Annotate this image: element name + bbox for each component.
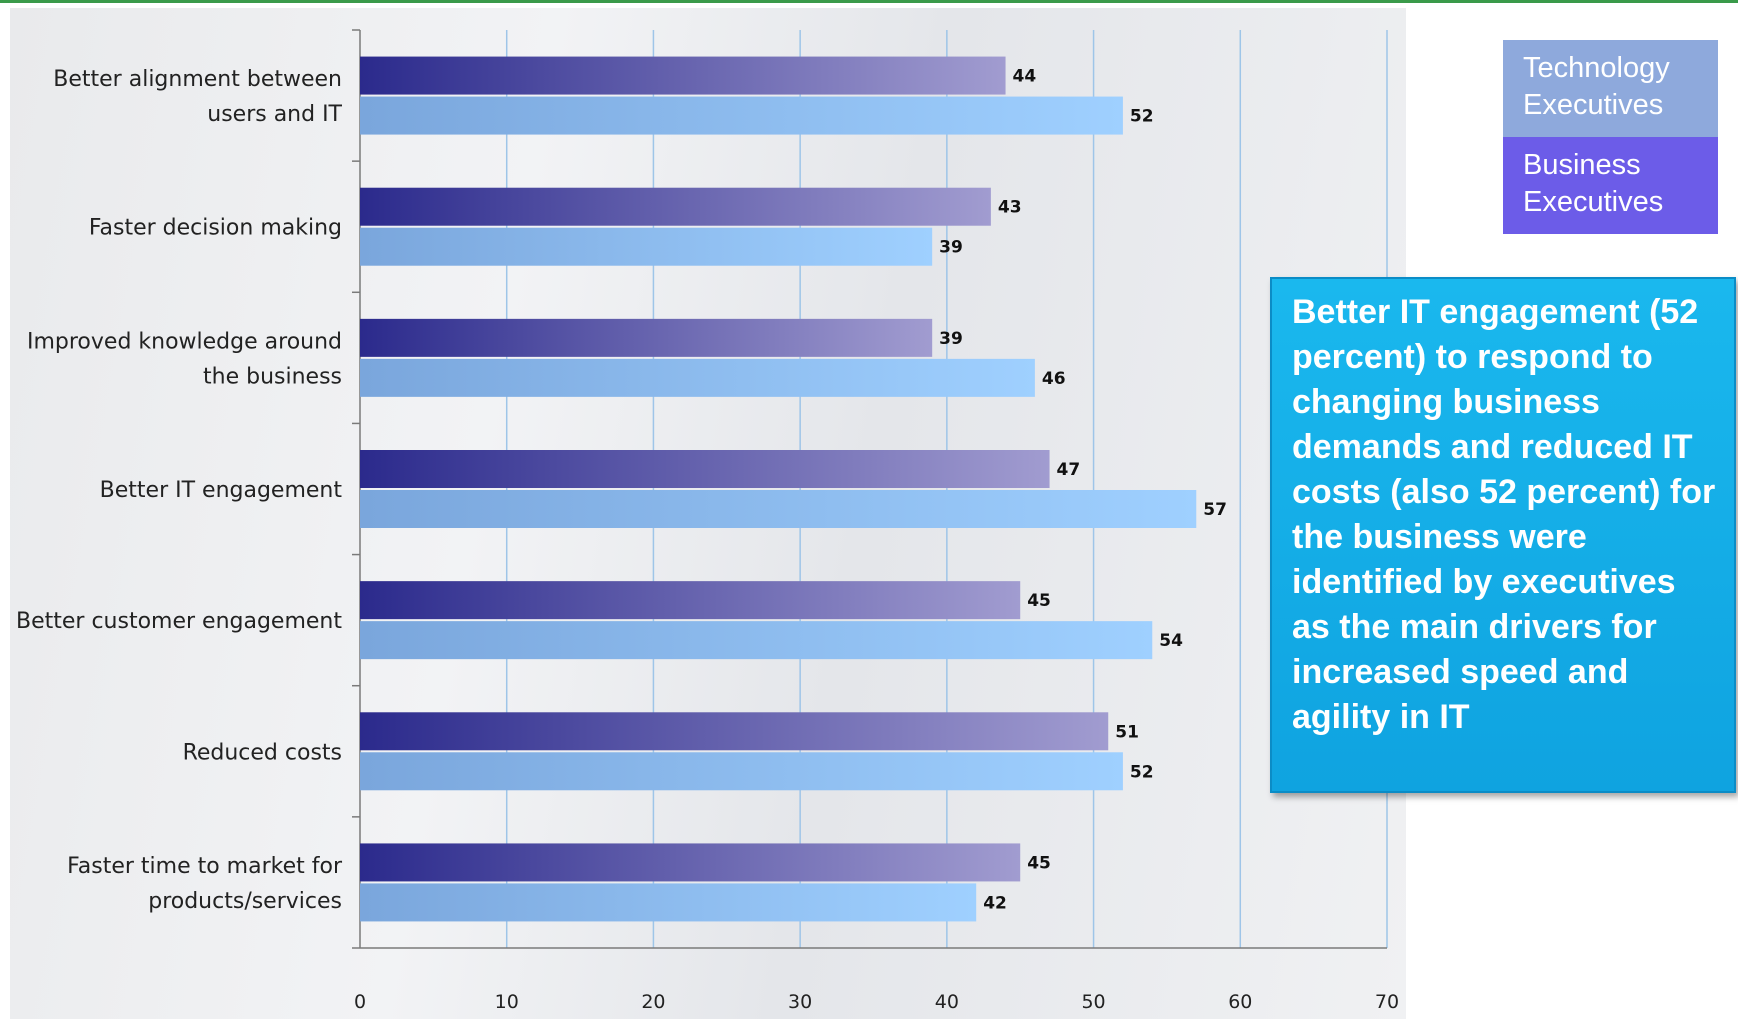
bar-business-executives xyxy=(360,581,1021,620)
bar-chart: 0 10 20 30 40 50 60 70 44 52 Better alignment betw… xyxy=(16,29,1399,1013)
bar-business-executives xyxy=(360,187,991,226)
category-label: products/services xyxy=(148,889,342,914)
x-tick-label: 50 xyxy=(1081,991,1105,1013)
data-label-technology: 42 xyxy=(983,893,1007,913)
category-label: Better alignment between xyxy=(53,67,342,92)
category-label: the business xyxy=(203,364,342,389)
category-label: Faster decision making xyxy=(89,216,342,241)
data-label-technology: 54 xyxy=(1159,631,1183,651)
x-tick-label: 30 xyxy=(788,991,812,1013)
callout-text: Better IT engagement (52 percent) to res… xyxy=(1292,293,1716,736)
legend: Technology Executives Business Executive… xyxy=(1503,40,1718,234)
category-label: Improved knowledge around xyxy=(27,329,342,354)
x-tick-label: 0 xyxy=(354,991,366,1013)
bar-business-executives xyxy=(360,318,933,357)
data-label-business: 43 xyxy=(998,198,1022,218)
data-label-business: 45 xyxy=(1027,591,1051,611)
bar-technology-executives xyxy=(360,752,1123,791)
x-tick-label: 60 xyxy=(1228,991,1252,1013)
x-tick-label: 40 xyxy=(935,991,959,1013)
data-label-technology: 52 xyxy=(1130,107,1154,127)
legend-item-technology: Technology Executives xyxy=(1503,40,1718,137)
callout-box: Better IT engagement (52 percent) to res… xyxy=(1270,277,1736,793)
data-label-business: 45 xyxy=(1027,853,1051,873)
bar-technology-executives xyxy=(360,227,933,266)
data-label-technology: 57 xyxy=(1203,500,1227,520)
top-accent-line xyxy=(0,0,1738,3)
bar-technology-executives xyxy=(360,883,977,922)
data-label-technology: 52 xyxy=(1130,762,1154,782)
data-label-business: 44 xyxy=(1013,67,1037,87)
bar-technology-executives xyxy=(360,358,1035,397)
bar-business-executives xyxy=(360,56,1006,95)
category-label: Faster time to market for xyxy=(67,854,343,879)
bar-business-executives xyxy=(360,450,1050,488)
data-label-business: 39 xyxy=(939,329,963,349)
data-label-business: 51 xyxy=(1115,722,1139,742)
bar-business-executives xyxy=(360,843,1021,882)
x-tick-label: 20 xyxy=(641,991,665,1013)
legend-item-business: Business Executives xyxy=(1503,137,1718,234)
category-label: Better IT engagement xyxy=(100,478,343,503)
x-tick-label: 10 xyxy=(495,991,519,1013)
data-label-technology: 39 xyxy=(939,238,963,258)
bar-technology-executives xyxy=(360,621,1153,660)
category-label: Better customer engagement xyxy=(16,609,342,634)
bar-technology-executives xyxy=(360,490,1197,528)
data-label-business: 47 xyxy=(1057,460,1081,480)
x-tick-label: 70 xyxy=(1375,991,1399,1013)
bar-business-executives xyxy=(360,712,1109,751)
data-label-technology: 46 xyxy=(1042,369,1066,389)
bar-technology-executives xyxy=(360,96,1123,135)
category-label: users and IT xyxy=(207,102,342,127)
category-label: Reduced costs xyxy=(183,740,342,765)
